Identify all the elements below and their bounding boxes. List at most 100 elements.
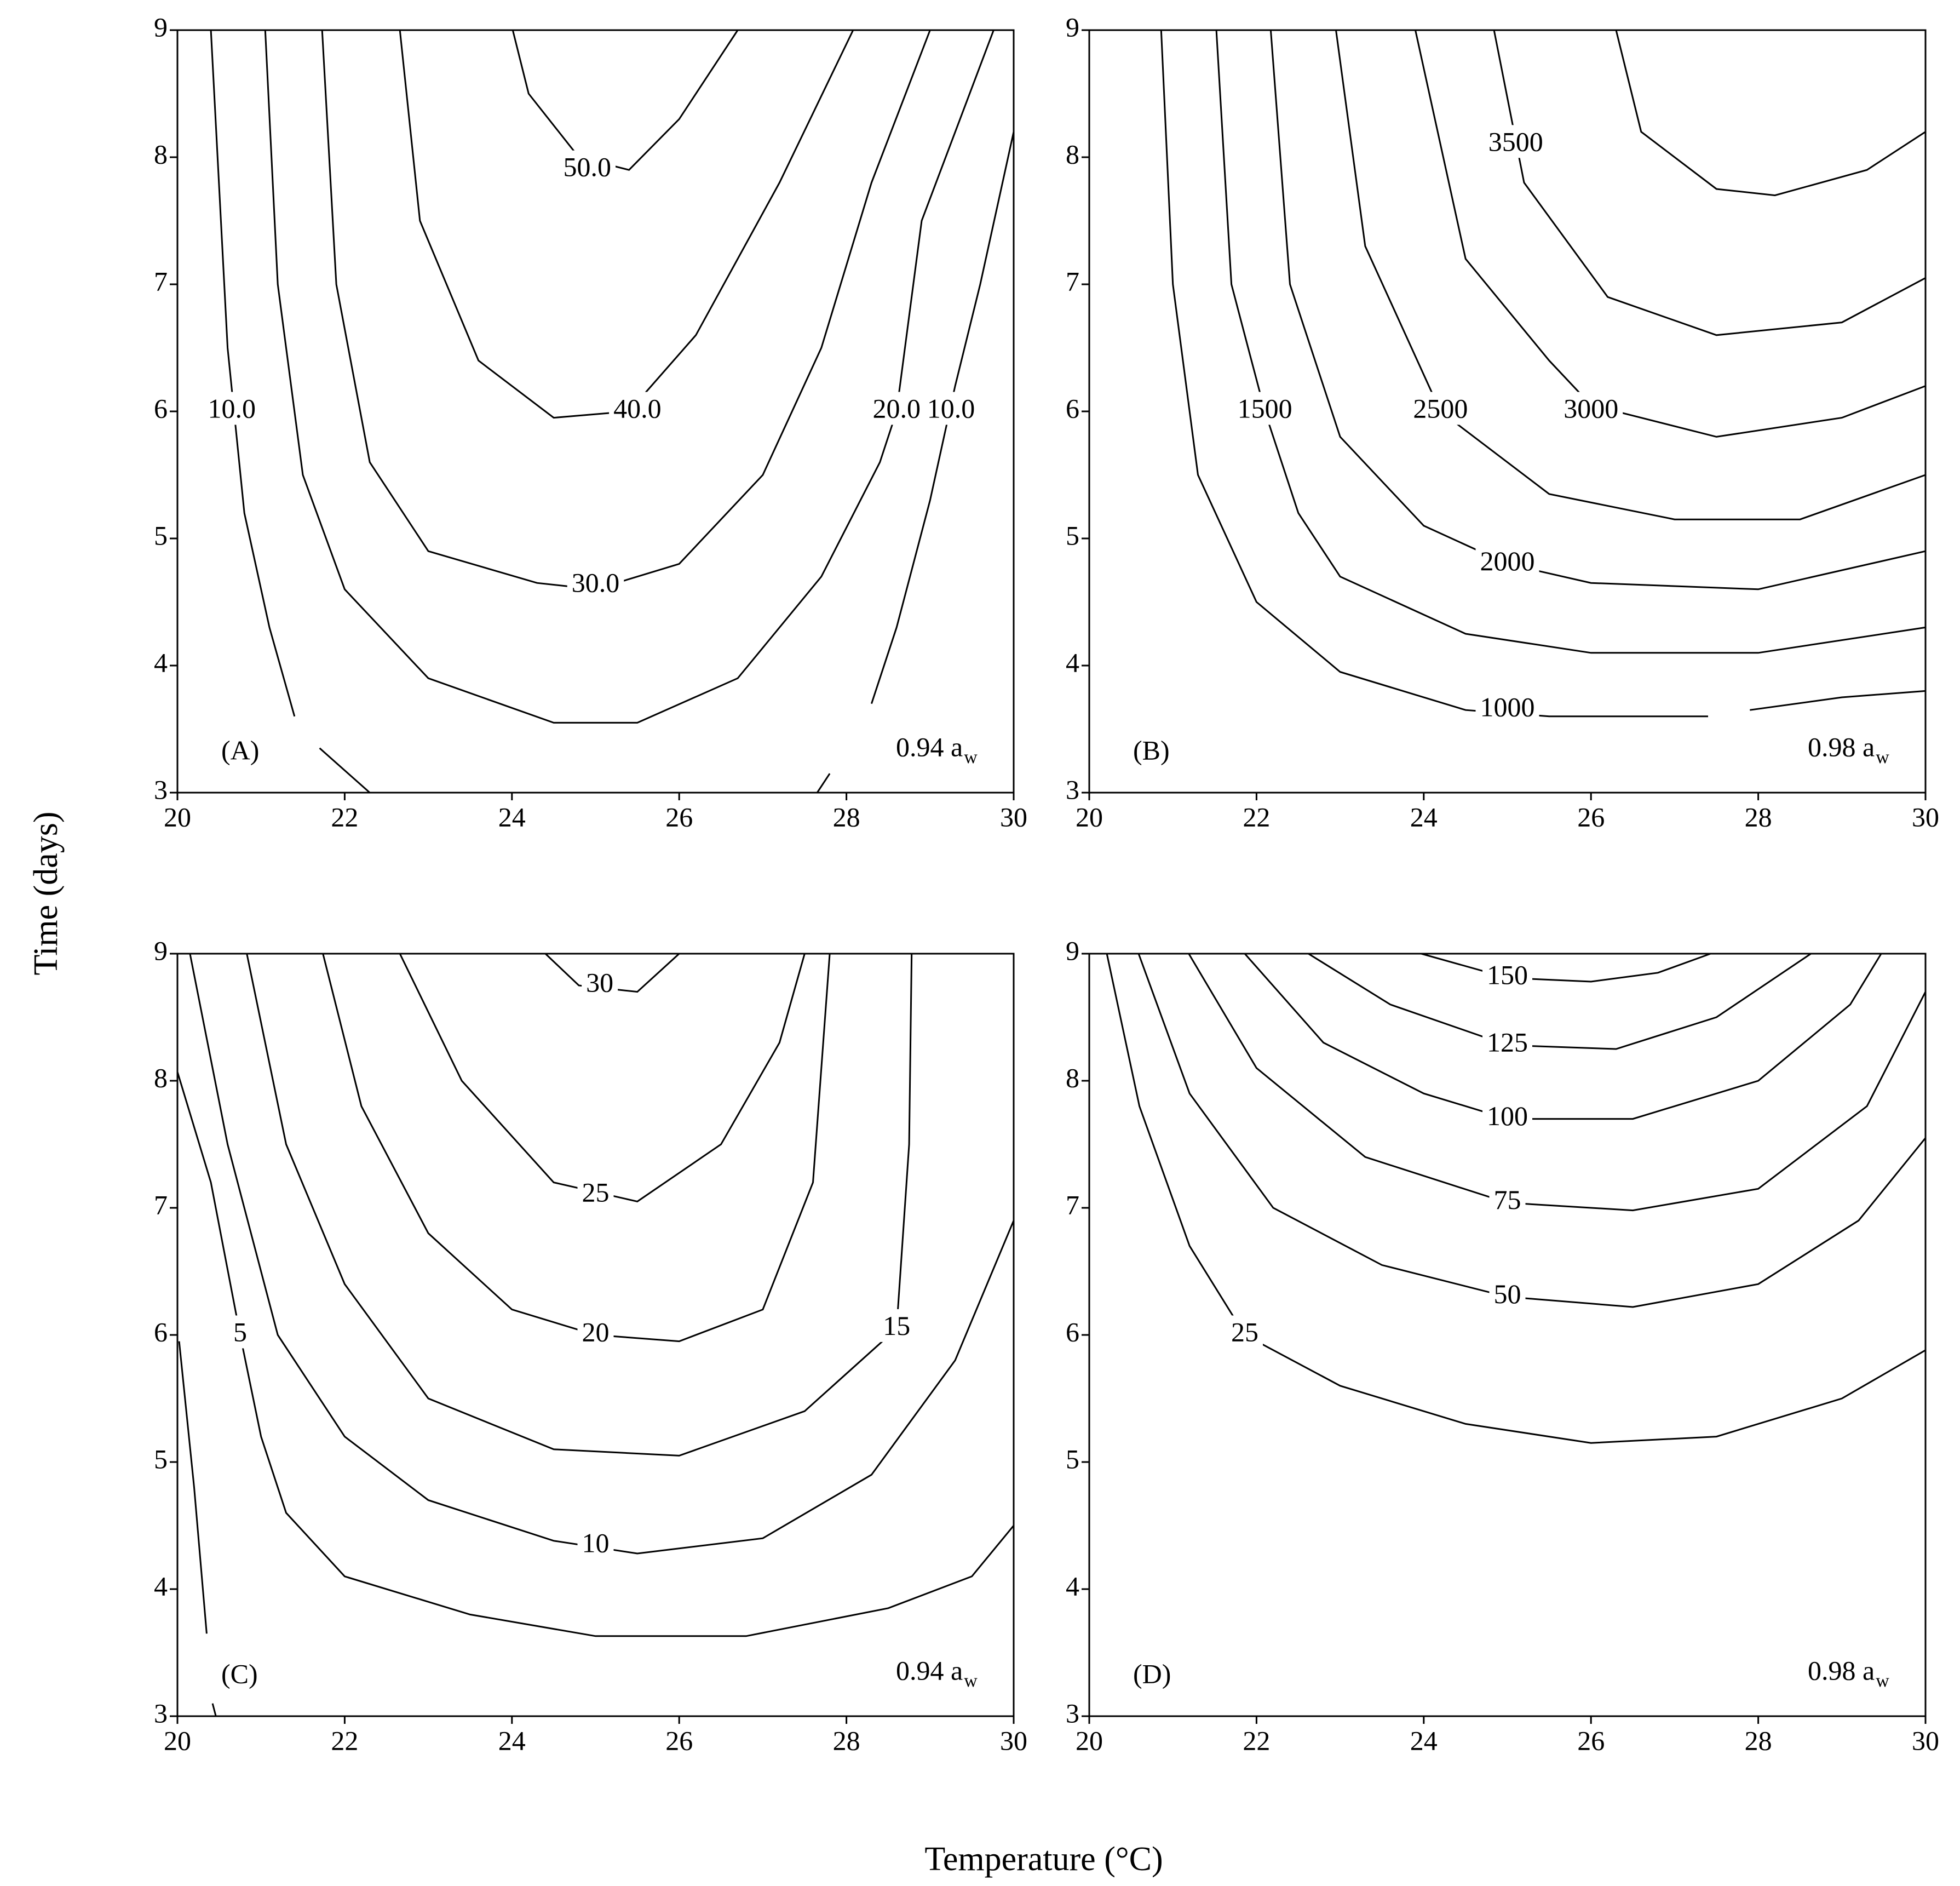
- contour-label-bg: [577, 1176, 614, 1209]
- y-tick-label: 5: [1066, 520, 1079, 551]
- contour-label: 1000: [1480, 692, 1535, 723]
- y-tick-label: 3: [1066, 1698, 1079, 1728]
- contour-label-bg: [559, 150, 616, 184]
- y-tick-label: 9: [154, 935, 168, 966]
- x-tick-label: 30: [1000, 801, 1027, 832]
- contour-label: 100: [1487, 1100, 1528, 1131]
- x-tick-label: 26: [1577, 801, 1605, 832]
- contour-label-bg: [582, 966, 618, 999]
- y-tick-label: 4: [154, 1570, 168, 1601]
- y-tick-label: 3: [1066, 774, 1079, 805]
- contour-label: 75: [1494, 1184, 1521, 1215]
- contour-label: 2500: [1413, 393, 1468, 423]
- y-tick-label: 8: [154, 1062, 168, 1093]
- x-tick-label: 20: [1076, 801, 1103, 832]
- contour-label-bg: [577, 1526, 614, 1560]
- contour-label: 5: [233, 1316, 247, 1347]
- x-tick-label: 28: [833, 801, 860, 832]
- contour-label-bg: [922, 392, 980, 425]
- contour-label-bg: [868, 392, 925, 425]
- contour-label: 1500: [1238, 393, 1292, 423]
- contour-label-bg: [1409, 392, 1473, 425]
- contour-label: 25: [582, 1177, 610, 1207]
- contour-label-bg: [229, 1315, 252, 1349]
- panel-label: (A): [221, 735, 259, 765]
- panel-label: (C): [221, 1658, 258, 1689]
- panel-label: (D): [1133, 1658, 1171, 1689]
- contour-label: 30.0: [572, 567, 620, 598]
- contour-label: 25: [1231, 1316, 1258, 1347]
- contour-line: [1415, 30, 1926, 438]
- x-tick-label: 24: [1410, 801, 1438, 832]
- contour-line: [399, 953, 806, 1203]
- contour-line: [1269, 30, 1926, 591]
- x-tick-label: 22: [1243, 1725, 1270, 1756]
- x-tick-label: 20: [164, 1725, 191, 1756]
- contour-line: [264, 30, 995, 724]
- y-tick-label: 7: [1066, 1189, 1079, 1220]
- contour-label: 125: [1487, 1027, 1528, 1058]
- contour-line: [1335, 30, 1926, 520]
- plot-frame: [1088, 953, 1927, 1717]
- water-activity-label: 0.98 a: [1808, 1655, 1875, 1686]
- contour-label: 10.0: [208, 393, 256, 423]
- contour-line: [1615, 30, 1926, 197]
- contour-label-bg: [1233, 392, 1297, 425]
- contour-label-bg: [1484, 125, 1548, 158]
- y-tick-label: 4: [1066, 647, 1079, 678]
- contour-line: [1244, 953, 1882, 1120]
- contour-label: 50: [1494, 1279, 1521, 1309]
- x-tick-label: 30: [1000, 1725, 1027, 1756]
- contour-label: 10: [582, 1528, 610, 1558]
- x-tick-label: 28: [1745, 1725, 1772, 1756]
- contour-label-bg: [878, 1309, 915, 1342]
- y-tick-label: 6: [154, 1316, 168, 1347]
- contour-label: 40.0: [613, 393, 662, 423]
- contour-label-bg: [1559, 392, 1623, 425]
- x-tick-label: 22: [1243, 801, 1270, 832]
- y-tick-label: 9: [1066, 12, 1079, 42]
- x-tick-label: 24: [1410, 1725, 1438, 1756]
- y-tick-label: 3: [154, 774, 168, 805]
- contour-label-bg: [1475, 690, 1539, 724]
- contour-line: [322, 953, 831, 1343]
- contour-line: [178, 1341, 217, 1717]
- contour-label: 3500: [1488, 126, 1543, 157]
- y-tick-label: 5: [154, 520, 168, 551]
- contour-label: 2000: [1480, 546, 1535, 576]
- contour-label-bg: [577, 1315, 614, 1349]
- contour-line: [246, 953, 913, 1457]
- x-tick-label: 26: [665, 801, 693, 832]
- x-tick-label: 24: [498, 801, 526, 832]
- y-tick-label: 6: [1066, 1316, 1079, 1347]
- contour-line: [210, 30, 1015, 794]
- y-tick-label: 8: [1066, 139, 1079, 169]
- water-activity-subscript: w: [964, 747, 978, 767]
- contour-label-bg: [1482, 1099, 1532, 1133]
- x-tick-label: 26: [1577, 1725, 1605, 1756]
- contour-label: 150: [1487, 960, 1528, 990]
- contour-label: 20: [582, 1316, 610, 1347]
- y-tick-label: 5: [154, 1443, 168, 1474]
- y-tick-label: 5: [1066, 1443, 1079, 1474]
- contour-label-bg: [1489, 1183, 1526, 1217]
- contour-line: [1188, 953, 1927, 1212]
- y-tick-label: 6: [1066, 393, 1079, 423]
- contour-label: 50.0: [563, 152, 611, 182]
- contour-line: [511, 30, 739, 171]
- y-tick-label: 9: [154, 12, 168, 42]
- contour-label-bg: [1482, 958, 1532, 991]
- contour-line: [321, 30, 931, 591]
- contour-line: [189, 953, 1015, 1555]
- y-tick-label: 7: [154, 1189, 168, 1220]
- water-activity-subscript: w: [1876, 747, 1889, 767]
- contour-line: [176, 1071, 1015, 1637]
- x-tick-label: 22: [331, 801, 358, 832]
- x-tick-label: 24: [498, 1725, 526, 1756]
- x-tick-label: 20: [1076, 1725, 1103, 1756]
- contour-label: 3000: [1564, 393, 1618, 423]
- y-tick-label: 4: [1066, 1570, 1079, 1601]
- contour-label-bg: [609, 392, 666, 425]
- y-tick-label: 4: [154, 647, 168, 678]
- contour-line: [1308, 953, 1812, 1050]
